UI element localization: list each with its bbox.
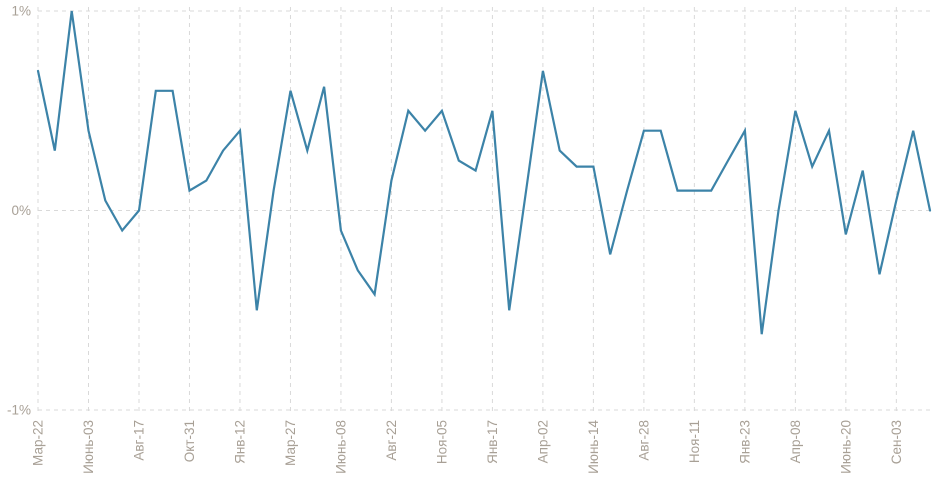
x-tick-label: Июнь-03	[81, 420, 96, 474]
x-tick-label: Мар-27	[283, 420, 298, 466]
x-tick-label: Мар-22	[31, 420, 46, 466]
x-tick-label: Авг-22	[384, 420, 399, 461]
y-tick-label: 1%	[11, 4, 31, 19]
x-tick-label: Июнь-14	[586, 420, 601, 474]
data-series-line[interactable]	[36, 10, 932, 335]
x-tick-label: Ноя-11	[687, 420, 702, 463]
x-tick-label: Июнь-20	[838, 420, 853, 474]
y-tick-label: -1%	[7, 403, 31, 418]
x-tick-label: Апр-02	[535, 420, 550, 463]
x-tick-label: Сен-03	[889, 420, 904, 464]
x-tick-label: Янв-23	[737, 420, 752, 464]
x-tick-label: Окт-31	[182, 420, 197, 462]
x-tick-label: Апр-08	[788, 420, 803, 463]
x-tick-label: Авг-17	[131, 420, 146, 461]
x-tick-label: Авг-28	[636, 420, 651, 461]
x-tick-label: Ноя-05	[434, 420, 449, 464]
x-tick-label: Янв-12	[232, 420, 247, 464]
x-tick-label: Янв-17	[485, 420, 500, 464]
y-tick-label: 0%	[11, 203, 31, 218]
x-tick-label: Июнь-08	[333, 420, 348, 474]
